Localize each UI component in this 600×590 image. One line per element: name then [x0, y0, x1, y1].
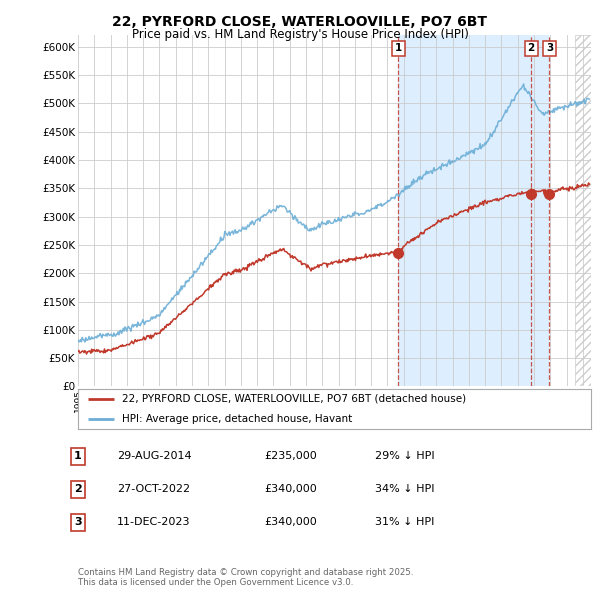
Text: 11-DEC-2023: 11-DEC-2023 [117, 517, 191, 527]
Bar [531, 35, 550, 386]
Bar [398, 35, 531, 386]
Text: £340,000: £340,000 [264, 484, 317, 494]
Text: 2: 2 [74, 484, 82, 494]
Text: 29% ↓ HPI: 29% ↓ HPI [375, 451, 434, 461]
Text: 29-AUG-2014: 29-AUG-2014 [117, 451, 191, 461]
Text: 3: 3 [546, 44, 553, 54]
Text: Contains HM Land Registry data © Crown copyright and database right 2025.
This d: Contains HM Land Registry data © Crown c… [78, 568, 413, 587]
Text: 22, PYRFORD CLOSE, WATERLOOVILLE, PO7 6BT (detached house): 22, PYRFORD CLOSE, WATERLOOVILLE, PO7 6B… [122, 394, 466, 404]
Text: 31% ↓ HPI: 31% ↓ HPI [375, 517, 434, 527]
Text: 34% ↓ HPI: 34% ↓ HPI [375, 484, 434, 494]
Text: £235,000: £235,000 [264, 451, 317, 461]
Text: £340,000: £340,000 [264, 517, 317, 527]
Bar [575, 35, 591, 386]
Text: 27-OCT-2022: 27-OCT-2022 [117, 484, 190, 494]
Text: 2: 2 [527, 44, 535, 54]
Text: 22, PYRFORD CLOSE, WATERLOOVILLE, PO7 6BT: 22, PYRFORD CLOSE, WATERLOOVILLE, PO7 6B… [113, 15, 487, 29]
Text: Price paid vs. HM Land Registry's House Price Index (HPI): Price paid vs. HM Land Registry's House … [131, 28, 469, 41]
Text: 1: 1 [74, 451, 82, 461]
Text: HPI: Average price, detached house, Havant: HPI: Average price, detached house, Hava… [122, 414, 352, 424]
Text: 3: 3 [74, 517, 82, 527]
Text: 1: 1 [395, 44, 402, 54]
